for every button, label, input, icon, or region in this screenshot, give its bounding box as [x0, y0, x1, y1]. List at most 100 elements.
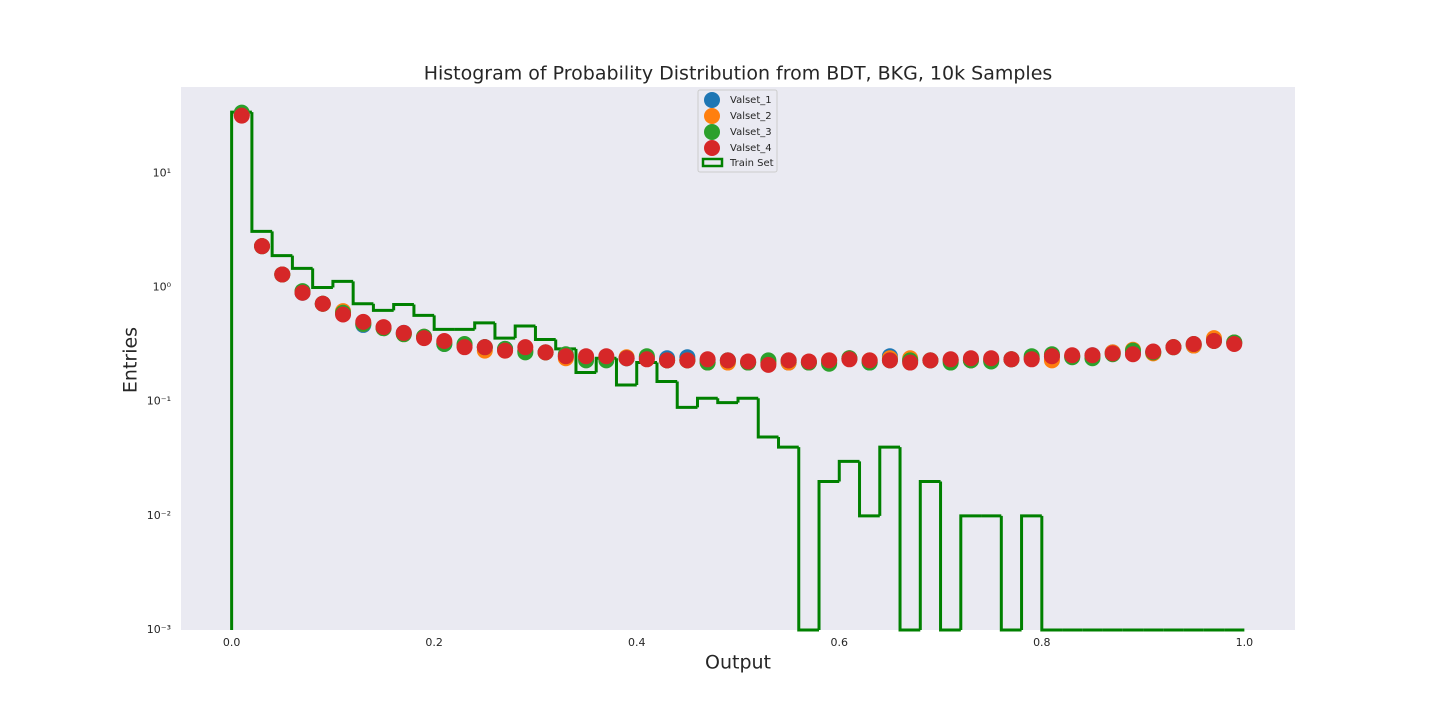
x-tick-label: 0.4 — [628, 636, 646, 649]
histogram-step — [736, 396, 759, 403]
point — [274, 266, 291, 283]
point — [740, 353, 757, 370]
point — [395, 324, 412, 341]
histogram-step — [574, 348, 597, 375]
histogram-step — [675, 381, 698, 409]
histogram-step — [716, 398, 738, 405]
legend-marker — [704, 92, 720, 108]
point — [436, 332, 453, 349]
point — [881, 352, 898, 369]
point — [1104, 345, 1121, 362]
y-tick-label: 10¹ — [153, 166, 171, 179]
point — [861, 352, 878, 369]
point — [1084, 347, 1101, 364]
point — [983, 350, 1000, 367]
point — [1185, 335, 1202, 352]
point — [416, 330, 433, 347]
point — [517, 339, 534, 356]
x-axis-label: Output — [705, 652, 771, 674]
histogram-step — [412, 304, 435, 317]
point — [476, 339, 493, 356]
histogram-step — [918, 479, 941, 630]
histogram-step — [270, 231, 293, 258]
histogram-step — [655, 362, 678, 384]
point — [821, 352, 838, 369]
point — [1205, 332, 1222, 349]
x-tick-label: 0.8 — [1033, 636, 1051, 649]
histogram-step — [756, 398, 779, 439]
point — [618, 350, 635, 367]
point — [699, 351, 716, 368]
histogram-step — [858, 461, 880, 518]
histogram-step — [878, 445, 901, 516]
legend-marker — [704, 140, 720, 156]
point — [638, 351, 655, 368]
point — [780, 352, 797, 369]
points — [233, 104, 1243, 373]
histogram-step — [513, 324, 536, 339]
histogram-step — [1040, 515, 1063, 632]
histogram-step — [939, 481, 961, 632]
legend: Valset_1 Valset_2 Valset_3 Valset_4 Train Se… — [697, 89, 778, 173]
point — [902, 354, 919, 371]
point — [335, 306, 352, 323]
histogram-step — [533, 325, 556, 342]
point — [254, 238, 271, 255]
point — [537, 344, 554, 361]
x-tick-label: 0.6 — [831, 636, 849, 649]
point — [1226, 335, 1243, 352]
point — [557, 348, 574, 365]
chart-title: Histogram of Probability Distribution fr… — [424, 63, 1053, 85]
point — [659, 352, 676, 369]
legend-marker — [701, 157, 724, 168]
point — [1003, 351, 1020, 368]
histogram-step — [777, 437, 799, 449]
point — [679, 352, 696, 369]
histogram-step — [392, 302, 414, 311]
point — [1023, 351, 1040, 368]
point — [719, 352, 736, 369]
histogram-step — [959, 514, 982, 630]
legend-label: Valset_3 — [730, 127, 772, 138]
y-axis-label: Entries — [120, 327, 142, 393]
point — [1043, 348, 1060, 365]
point — [598, 348, 615, 365]
point — [314, 295, 331, 312]
histogram-step — [473, 321, 495, 330]
x-tick-label: 1.0 — [1236, 636, 1254, 649]
histogram-step — [797, 447, 820, 632]
histogram-step — [371, 303, 394, 312]
legend-label: Train Set — [729, 158, 774, 169]
point — [800, 353, 817, 370]
point — [962, 350, 979, 367]
point — [922, 352, 939, 369]
point — [355, 313, 372, 330]
point — [1064, 347, 1081, 364]
histogram-step — [898, 447, 921, 632]
y-tick-label: 10⁻³ — [147, 623, 171, 636]
histogram-step — [999, 515, 1022, 632]
histogram — [230, 110, 1245, 632]
point — [760, 356, 777, 373]
histogram-step — [614, 358, 637, 387]
legend-label: Valset_1 — [730, 95, 772, 106]
y-tick-label: 10⁰ — [153, 280, 172, 293]
point — [1145, 343, 1162, 360]
point — [1165, 339, 1182, 356]
histogram-step — [432, 315, 455, 331]
histogram-step — [290, 255, 313, 270]
point — [233, 107, 250, 124]
y-tick-label: 10⁻¹ — [147, 395, 171, 408]
y-tick-label: 10⁻² — [147, 509, 171, 522]
point — [456, 339, 473, 356]
point — [578, 348, 595, 365]
point — [294, 284, 311, 301]
histogram-step — [695, 396, 718, 408]
histogram-step — [1020, 514, 1042, 630]
histogram-step — [311, 268, 333, 289]
x-tick-label: 0.0 — [223, 636, 241, 649]
histogram-step — [331, 279, 354, 288]
point — [1124, 346, 1141, 363]
legend-marker — [704, 108, 720, 124]
